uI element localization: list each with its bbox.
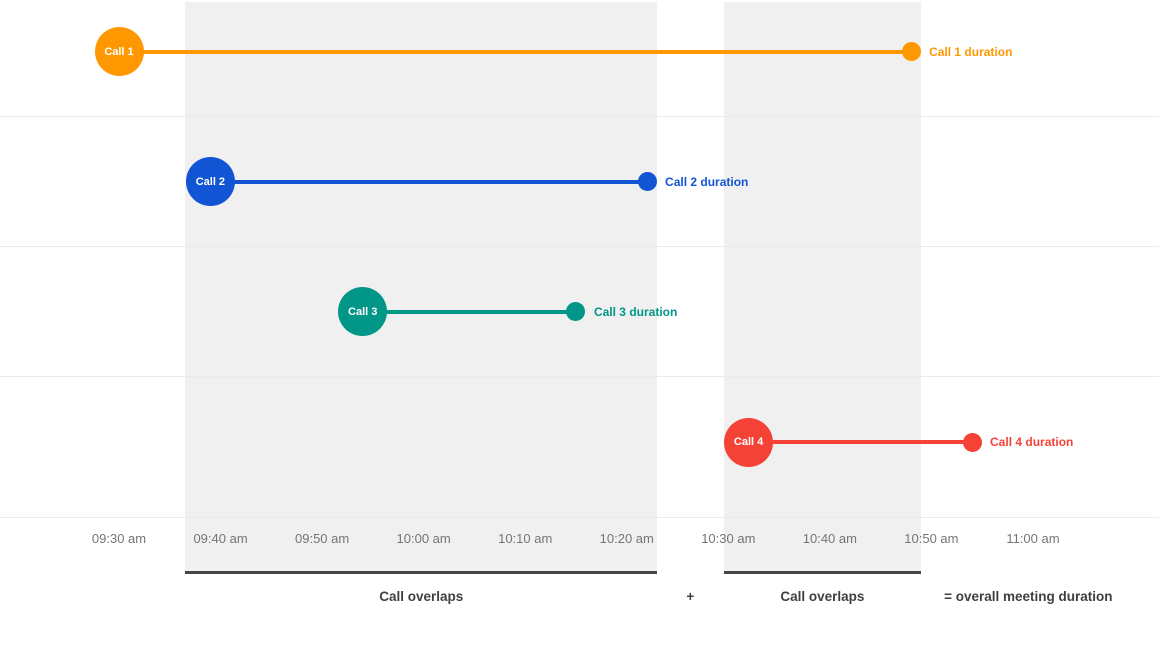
call-end-dot [962,432,982,452]
overlap-underline [723,571,922,574]
call-timeline-line [210,179,648,184]
call-name-label: Call 1 [104,45,134,58]
call-name-label: Call 3 [348,305,378,318]
time-tick-label: 10:10 am [498,531,553,546]
call-start-circle: Call 2 [185,157,235,207]
call-start-circle: Call 1 [94,27,144,76]
call-name-label: Call 2 [195,175,226,188]
time-tick-label: 11:00 am [1006,531,1060,546]
call-timeline-line [748,440,973,445]
overlap-band [723,2,922,573]
gridline [0,517,1159,518]
gridline [0,376,1159,377]
call-end-dot [637,172,657,192]
gridline [0,246,1159,247]
time-tick-label: 09:30 am [91,531,147,546]
overlap-band [185,2,658,573]
overall-meeting-duration-label: = overall meeting duration [944,589,1113,604]
time-tick-label: 10:30 am [701,531,756,546]
time-tick-label: 10:50 am [904,531,959,546]
time-tick-label: 09:50 am [294,531,350,546]
gridline [0,116,1159,117]
call-duration-label: Call 4 duration [990,435,1074,450]
call-duration-label: Call 2 duration [665,174,749,189]
call-overlaps-label-left: Call overlaps [379,589,464,604]
time-tick-label: 10:40 am [802,531,857,546]
call-start-circle: Call 4 [724,417,774,467]
time-tick-label: 10:20 am [599,531,654,546]
time-tick-label: 10:00 am [396,531,451,546]
call-end-dot [566,302,586,322]
call-duration-label: Call 1 duration [929,44,1013,59]
call-start-circle: Call 3 [338,287,388,337]
time-tick-label: 09:40 am [193,531,248,546]
call-duration-label: Call 3 duration [593,304,678,319]
overlap-underline [185,571,658,574]
plus-sign: + [686,589,695,604]
call-end-dot [901,42,921,61]
call-name-label: Call 4 [733,436,764,449]
call-overlaps-label-right: Call overlaps [780,589,865,604]
call-timeline-line [362,309,576,314]
call-timeline-line [119,49,912,54]
